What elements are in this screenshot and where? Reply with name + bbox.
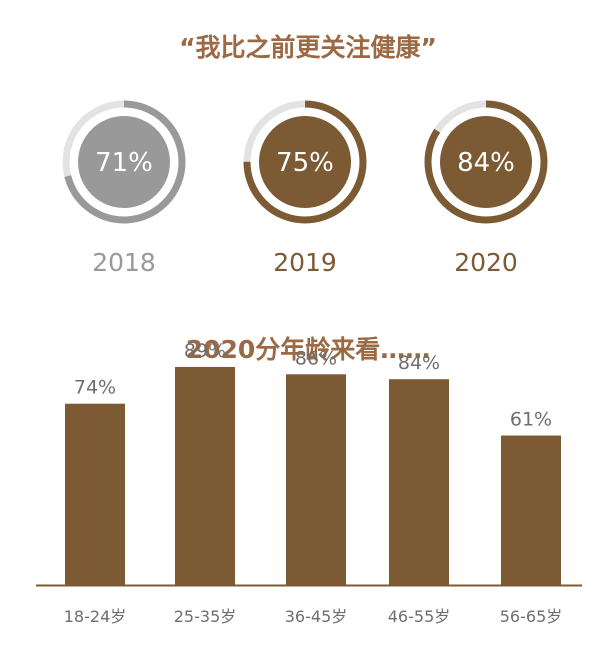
ring-progress-arc xyxy=(424,100,548,224)
bar-value-label: 84% xyxy=(398,352,440,374)
x-tick-label: 36-45岁 xyxy=(285,607,348,626)
bar-chart-title: 2020分年龄来看…… xyxy=(185,335,431,364)
x-tick-label: 46-55岁 xyxy=(388,607,451,626)
bar-value-label: 61% xyxy=(510,409,552,431)
bar-46-55岁 xyxy=(389,379,449,585)
ring-charts: 71% 2018 75% 2019 84% 2020 xyxy=(62,100,548,277)
x-tick-label: 56-65岁 xyxy=(500,607,563,626)
ring-2020: 84% 2020 xyxy=(424,100,548,277)
ring-value-label: 75% xyxy=(276,148,334,178)
bar-value-label: 86% xyxy=(295,347,337,369)
ring-2019: 75% 2019 xyxy=(243,100,367,277)
x-tick-label: 25-35岁 xyxy=(174,607,237,626)
bar-value-label: 74% xyxy=(74,377,116,399)
bar-56-65岁 xyxy=(501,435,561,585)
ring-year-label: 2018 xyxy=(92,248,156,277)
ring-progress-arc xyxy=(243,100,367,224)
bar-36-45岁 xyxy=(286,374,346,585)
bar-25-35岁 xyxy=(175,366,235,585)
rings-title: “我比之前更关注健康” xyxy=(179,33,437,62)
ring-progress-arc xyxy=(62,100,186,224)
ring-center-disc xyxy=(440,116,532,208)
ring-center-disc xyxy=(259,116,351,208)
bar-18-24岁 xyxy=(65,403,125,585)
ring-value-label: 71% xyxy=(95,148,153,178)
bar-value-label: 89% xyxy=(184,340,226,362)
ring-year-label: 2020 xyxy=(454,248,518,277)
ring-year-label: 2019 xyxy=(273,248,337,277)
x-tick-label: 18-24岁 xyxy=(64,607,127,626)
ring-2018: 71% 2018 xyxy=(62,100,186,277)
ring-value-label: 84% xyxy=(457,148,515,178)
ring-center-disc xyxy=(78,116,170,208)
